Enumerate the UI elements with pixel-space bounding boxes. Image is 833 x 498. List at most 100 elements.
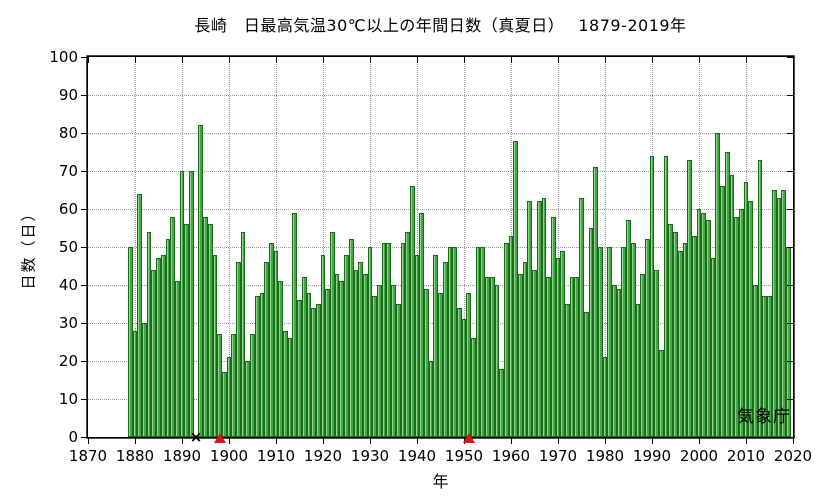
y-tick-left-50 (81, 247, 88, 248)
y-tick-right-90 (787, 95, 793, 96)
x-tick-bottom-1970 (558, 437, 559, 444)
bar-1909 (268, 243, 274, 437)
y-tick-label-20: 20 (58, 352, 78, 370)
bar-1960 (508, 235, 514, 437)
bar-2011 (748, 201, 754, 437)
gridline-v-1940 (417, 57, 418, 437)
bar-2017 (776, 197, 782, 437)
bar-1885 (156, 258, 161, 437)
x-tick-label-1890: 1890 (162, 447, 202, 465)
bar-1979 (597, 247, 603, 437)
bar-1988 (640, 273, 645, 437)
bar-1881 (137, 193, 143, 437)
x-tick-bottom-1990 (652, 437, 653, 444)
bar-1990 (649, 155, 655, 437)
x-tick-top-2020 (793, 57, 794, 63)
y-tick-label-0: 0 (68, 428, 78, 446)
bar-1884 (151, 269, 157, 437)
bar-1953 (475, 247, 481, 437)
y-tick-left-10 (81, 399, 88, 400)
bar-1972 (565, 304, 570, 437)
x-tick-top-1990 (652, 57, 653, 63)
red-triangle-marker-1951 (462, 433, 475, 443)
x-tick-label-1990: 1990 (632, 447, 672, 465)
bar-1966 (536, 201, 542, 437)
bar-1986 (630, 243, 636, 437)
bar-1980 (602, 357, 608, 437)
bar-1958 (499, 368, 504, 437)
x-tick-top-1890 (182, 57, 183, 63)
gridline-v-1980 (605, 57, 606, 437)
bar-1984 (621, 247, 627, 437)
y-tick-label-100: 100 (49, 48, 78, 66)
bar-2006 (724, 152, 730, 437)
bar-1998 (687, 159, 692, 437)
bar-1970 (555, 258, 561, 437)
bar-1954 (480, 247, 486, 437)
bar-1943 (428, 361, 434, 437)
chart-title: 長崎 日最高気温30℃以上の年間日数（真夏日） 1879-2019年 (194, 16, 687, 35)
bar-1947 (447, 247, 453, 437)
bar-1926 (348, 239, 354, 437)
x-tick-label-1950: 1950 (444, 447, 484, 465)
bar-1931 (372, 296, 378, 437)
bar-1900 (226, 357, 232, 437)
x-tick-top-1930 (370, 57, 371, 63)
y-tick-label-50: 50 (58, 238, 78, 256)
bar-1883 (146, 231, 152, 437)
bar-1908 (264, 262, 269, 437)
bar-1904 (245, 361, 251, 437)
x-tick-label-1970: 1970 (538, 447, 578, 465)
bar-1928 (358, 262, 363, 437)
x-tick-bottom-1910 (276, 437, 277, 444)
bar-1971 (560, 250, 566, 437)
x-tick-top-1940 (417, 57, 418, 63)
y-tick-label-30: 30 (58, 314, 78, 332)
bar-1886 (160, 254, 166, 437)
bar-1956 (489, 277, 495, 437)
x-tick-label-1960: 1960 (491, 447, 531, 465)
bar-1902 (236, 262, 241, 437)
x-tick-bottom-1920 (323, 437, 324, 444)
x-tick-top-1980 (605, 57, 606, 63)
plot-area: × (88, 57, 793, 445)
bar-2000 (696, 209, 702, 437)
gridline-h-70 (88, 171, 793, 172)
y-tick-right-50 (787, 247, 793, 248)
y-tick-right-70 (787, 171, 793, 172)
bar-1946 (442, 262, 448, 437)
gridline-v-1900 (229, 57, 230, 437)
bar-1945 (438, 292, 443, 437)
bar-1974 (574, 277, 580, 437)
x-tick-bottom-2020 (793, 437, 794, 444)
x-tick-label-1880: 1880 (115, 447, 155, 465)
bar-1891 (184, 224, 190, 437)
y-tick-left-40 (81, 285, 88, 286)
bar-1921 (325, 288, 331, 437)
bar-1923 (334, 273, 340, 437)
bar-1890 (179, 171, 185, 437)
bar-1973 (569, 277, 575, 437)
bar-1991 (654, 269, 660, 437)
x-tick-bottom-1900 (229, 437, 230, 444)
bar-1896 (207, 224, 213, 437)
x-tick-top-2000 (699, 57, 700, 63)
bar-2015 (767, 296, 772, 437)
x-tick-top-2010 (746, 57, 747, 63)
bar-1935 (391, 285, 396, 437)
bar-1915 (297, 300, 302, 437)
bar-2002 (706, 220, 711, 437)
red-triangle-marker-1898 (213, 433, 226, 443)
bar-1880 (132, 330, 138, 437)
y-tick-left-20 (81, 361, 88, 362)
x-tick-top-1960 (511, 57, 512, 63)
x-tick-bottom-1940 (417, 437, 418, 444)
x-tick-top-1880 (135, 57, 136, 63)
bar-1905 (250, 334, 255, 437)
gridline-v-1950 (464, 57, 465, 437)
y-tick-label-80: 80 (58, 124, 78, 142)
bar-2004 (715, 133, 721, 437)
bar-2012 (753, 285, 758, 437)
y-tick-right-20 (787, 361, 793, 362)
bar-1894 (198, 125, 204, 437)
